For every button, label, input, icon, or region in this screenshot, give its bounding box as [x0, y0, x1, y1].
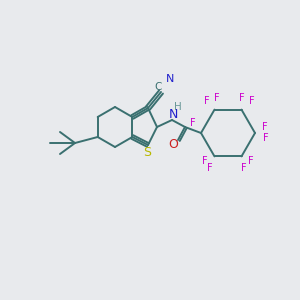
- Text: N: N: [166, 74, 174, 84]
- Text: F: F: [207, 164, 212, 173]
- Text: F: F: [202, 156, 207, 167]
- Text: F: F: [249, 96, 254, 106]
- Text: F: F: [248, 156, 253, 167]
- Text: F: F: [241, 164, 246, 173]
- Text: O: O: [168, 137, 178, 151]
- Text: F: F: [263, 133, 269, 143]
- Text: C: C: [154, 82, 162, 92]
- Text: F: F: [262, 122, 268, 132]
- Text: H: H: [174, 102, 182, 112]
- Text: F: F: [204, 96, 209, 106]
- Text: F: F: [239, 93, 244, 103]
- Text: S: S: [143, 146, 151, 158]
- Text: F: F: [214, 93, 219, 103]
- Text: N: N: [168, 107, 178, 121]
- Text: F: F: [190, 118, 196, 128]
